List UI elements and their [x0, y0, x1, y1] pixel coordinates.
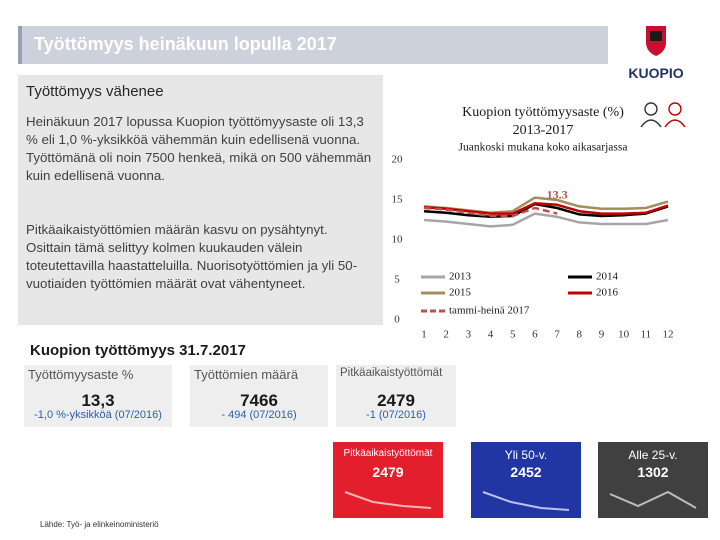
card-label: Pitkäaikaistyöttömät: [340, 367, 443, 379]
card-change: -1,0 %-yksikköä (07/2016): [34, 409, 162, 421]
x-tick-label: 7: [554, 329, 560, 341]
x-tick-label: 8: [577, 329, 583, 341]
legend-label: 2014: [596, 271, 619, 283]
series-line: [423, 206, 558, 218]
series-line: [423, 201, 669, 215]
paragraph: Heinäkuun 2017 lopussa Kuopion työttömyy…: [26, 114, 372, 183]
x-tick-label: 11: [641, 329, 652, 341]
tile-label: Alle 25-v.: [628, 448, 678, 462]
card-value: 2479: [377, 391, 415, 410]
summary-card: Työttömien määrä 7466 - 494 (07/2016): [190, 365, 328, 427]
sparkline: [609, 490, 697, 509]
x-tick-label: 6: [532, 329, 538, 341]
x-tick-label: 1: [421, 329, 427, 341]
tile: Yli 50-v. 2452: [471, 442, 581, 518]
summary-card: Työttömyysaste % 13,3 -1,0 %-yksikköä (0…: [24, 365, 172, 427]
tile-label: Yli 50-v.: [504, 448, 548, 462]
chart-title: Kuopion työttömyysaste (%): [462, 105, 624, 120]
legend-label: 2016: [596, 287, 619, 299]
annotation: 13.3: [547, 187, 568, 201]
y-tick-label: 5: [394, 274, 400, 286]
x-tick-label: 10: [618, 329, 630, 341]
sparkline: [344, 491, 432, 509]
person-icons: [640, 102, 686, 128]
x-tick-label: 3: [466, 329, 472, 341]
card-change: - 494 (07/2016): [221, 409, 297, 421]
legend-label: tammi-heinä 2017: [449, 305, 530, 317]
legend-label: 2015: [449, 287, 472, 299]
card-change: -1 (07/2016): [366, 409, 426, 421]
tile-value: 1302: [637, 464, 669, 480]
logo-emblem: [650, 31, 662, 41]
chart-title: 2013-2017: [513, 123, 574, 138]
header-bar: Työttömyys heinäkuun lopulla 2017: [18, 26, 608, 64]
logo-text: KUOPIO: [628, 65, 683, 81]
y-tick-label: 10: [392, 234, 404, 246]
tile: Pitkäaikaistyöttömät 2479: [333, 442, 443, 518]
series-line: [423, 212, 669, 228]
x-tick-label: 5: [510, 329, 516, 341]
tile: Alle 25-v. 1302: [598, 442, 708, 518]
summary-card: Pitkäaikaistyöttömät 2479 -1 (07/2016): [336, 365, 456, 427]
x-tick-label: 9: [599, 329, 605, 341]
card-label: Työttömyysaste %: [28, 367, 134, 382]
chart-subtitle: Juankoski mukana koko aikasarjassa: [459, 142, 628, 154]
x-tick-label: 4: [488, 329, 494, 341]
y-tick-label: 15: [392, 194, 404, 206]
y-tick-label: 20: [392, 154, 404, 166]
source-note: Lähde: Työ- ja elinkeinoministeriö: [40, 520, 159, 529]
tile-label: Pitkäaikaistyöttömät: [343, 448, 433, 459]
tile-value: 2479: [372, 464, 404, 480]
series-line: [423, 202, 669, 219]
tile-value: 2452: [510, 464, 542, 480]
x-tick-label: 12: [663, 329, 674, 341]
logo: KUOPIO: [628, 26, 684, 81]
panel-heading: Työttömyys vähenee: [26, 83, 164, 100]
chart: Kuopion työttömyysaste (%) 2013-2017 Jua…: [392, 102, 686, 341]
card-value: 13,3: [81, 391, 115, 410]
sparkline: [482, 491, 570, 511]
slide-title: Työttömyys heinäkuun lopulla 2017: [34, 34, 337, 54]
card-label: Työttömien määrä: [194, 367, 299, 382]
summary-heading: Kuopion työttömyys 31.7.2017: [30, 342, 246, 359]
y-tick-label: 0: [394, 314, 400, 326]
x-tick-label: 2: [443, 329, 449, 341]
text-panel: Työttömyys vähenee Heinäkuun 2017 lopuss…: [18, 75, 383, 325]
legend-label: 2013: [449, 271, 472, 283]
card-value: 7466: [240, 391, 278, 410]
paragraph: Pitkäaikaistyöttömien määrän kasvu on py…: [26, 222, 358, 291]
